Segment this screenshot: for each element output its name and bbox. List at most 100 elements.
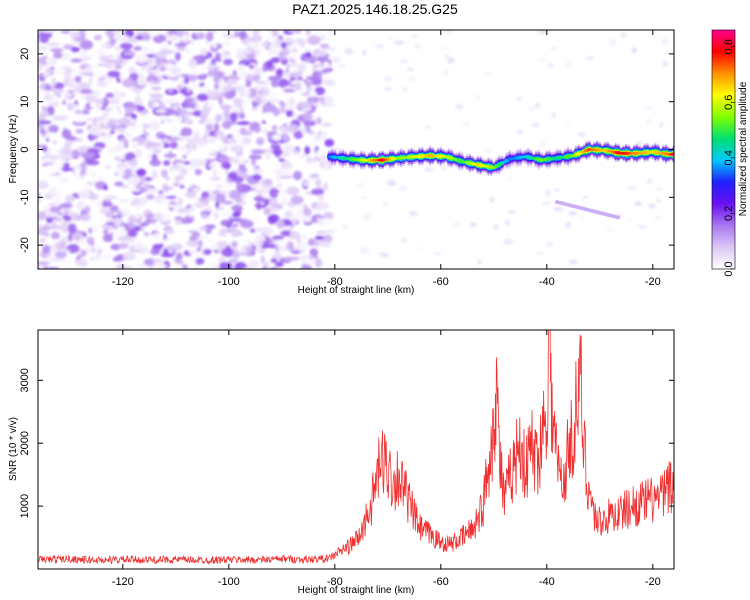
faint-blob xyxy=(409,34,420,39)
noise-blob xyxy=(290,250,301,254)
faint-blob xyxy=(433,251,443,255)
noise-blob xyxy=(227,171,238,180)
noise-blob xyxy=(202,241,217,245)
noise-blob xyxy=(153,223,161,232)
noise-blob xyxy=(120,208,132,216)
noise-blob xyxy=(145,194,155,200)
faint-blob xyxy=(399,238,408,243)
noise-blob xyxy=(66,136,77,141)
noise-blob xyxy=(309,248,319,257)
noise-blob xyxy=(135,31,145,36)
noise-blob xyxy=(42,266,49,269)
noise-blob xyxy=(305,30,311,35)
noise-blob xyxy=(320,131,328,140)
noise-blob xyxy=(291,208,305,218)
noise-blob xyxy=(194,257,205,265)
noise-blob xyxy=(263,207,271,216)
noise-blob xyxy=(42,30,56,34)
noise-blob xyxy=(44,66,53,76)
noise-blob xyxy=(322,79,336,87)
faint-blob xyxy=(337,64,346,68)
noise-blob xyxy=(183,76,190,85)
noise-blob xyxy=(272,240,287,246)
noise-blob xyxy=(66,102,74,111)
noise-blob xyxy=(95,119,102,127)
noise-blob xyxy=(38,196,42,203)
noise-blob xyxy=(139,197,148,206)
noise-blob xyxy=(38,144,47,149)
noise-blob xyxy=(213,75,221,84)
faint-blob xyxy=(503,238,514,245)
noise-blob xyxy=(297,64,306,71)
noise-blob xyxy=(67,89,75,93)
noise-blob xyxy=(105,217,116,224)
noise-blob xyxy=(222,200,234,205)
noise-blob xyxy=(311,188,325,196)
faint-blob xyxy=(401,87,409,91)
faint-blob xyxy=(489,197,495,203)
noise-blob xyxy=(95,100,100,108)
faint-blob xyxy=(443,30,453,33)
noise-blob xyxy=(219,78,225,89)
noise-blob xyxy=(272,148,283,156)
noise-blob xyxy=(258,249,266,253)
noise-blob xyxy=(170,115,175,126)
noise-blob xyxy=(256,203,262,210)
noise-blob xyxy=(174,43,188,47)
noise-blob xyxy=(248,259,259,269)
noise-blob xyxy=(283,88,296,93)
noise-blob xyxy=(123,138,129,149)
noise-blob xyxy=(267,198,279,206)
noise-blob xyxy=(157,197,166,205)
noise-blob xyxy=(63,69,71,79)
noise-blob xyxy=(174,145,189,153)
noise-blob xyxy=(38,265,42,269)
x-tick-label: -120 xyxy=(112,276,134,288)
noise-blob xyxy=(39,238,46,243)
noise-blob xyxy=(164,176,171,181)
faint-blob xyxy=(608,39,617,45)
faint-blob xyxy=(475,94,480,101)
noise-blob xyxy=(286,186,300,196)
faint-blob xyxy=(516,96,523,101)
noise-blob xyxy=(55,251,67,259)
noise-blob xyxy=(182,33,189,43)
noise-blob xyxy=(238,150,243,156)
noise-blob xyxy=(270,258,278,263)
faint-blob xyxy=(388,36,393,40)
noise-blob xyxy=(84,95,97,103)
noise-blob xyxy=(249,123,255,132)
noise-blob xyxy=(147,189,160,194)
noise-blob xyxy=(245,73,254,81)
faint-blob xyxy=(328,47,336,52)
noise-blob xyxy=(80,110,91,115)
noise-blob xyxy=(210,264,223,269)
noise-blob xyxy=(234,87,247,92)
faint-blob xyxy=(655,187,663,192)
noise-blob xyxy=(311,223,323,232)
noise-blob xyxy=(303,180,309,187)
noise-blob xyxy=(133,243,145,251)
faint-blob xyxy=(442,53,450,58)
noise-blob xyxy=(155,109,167,114)
noise-blob xyxy=(108,55,119,60)
noise-blob xyxy=(149,79,154,86)
noise-blob xyxy=(291,42,301,51)
noise-blob xyxy=(73,85,81,94)
x-tick-label: -80 xyxy=(327,276,343,288)
noise-blob xyxy=(277,245,289,252)
noise-blob xyxy=(159,141,164,149)
noise-blob xyxy=(146,90,154,101)
noise-blob xyxy=(89,256,96,262)
noise-blob xyxy=(133,97,143,108)
noise-blob xyxy=(175,266,184,269)
noise-blob xyxy=(275,261,284,268)
noise-blob xyxy=(206,90,220,98)
noise-blob xyxy=(52,258,64,262)
noise-blob xyxy=(303,120,316,127)
noise-blob xyxy=(146,75,158,83)
noise-blob xyxy=(162,98,177,105)
noise-blob xyxy=(38,226,47,236)
x-tick-label: -60 xyxy=(433,276,449,288)
noise-blob xyxy=(260,255,265,264)
